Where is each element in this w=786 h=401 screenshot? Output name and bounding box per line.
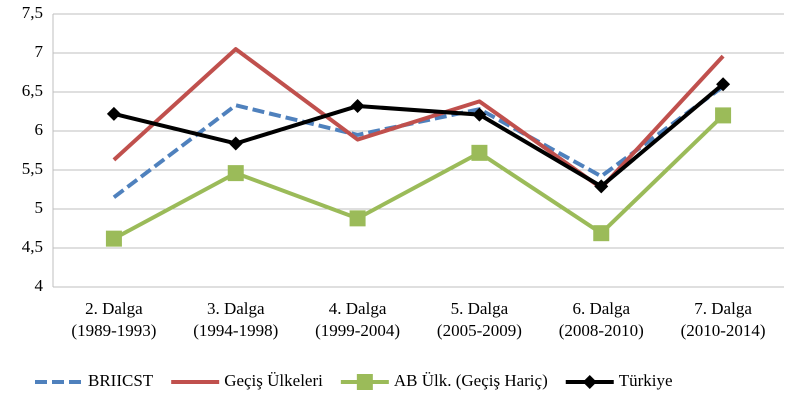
x-tick-label: 3. Dalga (1994-1998) <box>193 299 278 340</box>
point-marker <box>472 107 487 122</box>
point-marker <box>594 179 609 194</box>
y-tick-label: 7 <box>35 42 44 61</box>
point-marker <box>105 230 122 247</box>
x-tick-label: 4. Dalga (1999-2004) <box>315 299 400 340</box>
x-tick-label: 6. Dalga (2008-2010) <box>559 299 644 340</box>
x-tick-label: 5. Dalga (2005-2009) <box>437 299 522 340</box>
series-line <box>112 47 725 190</box>
x-tick-label: 2. Dalga (1989-1993) <box>71 299 156 340</box>
y-tick-label: 6 <box>35 120 44 139</box>
point-marker <box>471 144 488 161</box>
y-tick-label: 4,5 <box>22 237 43 256</box>
point-marker <box>716 77 731 92</box>
y-tick-label: 7,5 <box>22 3 43 22</box>
point-marker <box>228 136 243 151</box>
point-marker <box>350 99 365 114</box>
point-marker <box>593 225 610 242</box>
y-tick-label: 6,5 <box>22 81 43 100</box>
point-marker <box>227 165 244 182</box>
series-line <box>112 84 725 199</box>
legend-marker <box>356 374 373 390</box>
legend-label: Geçiş Ülkeleri <box>224 371 323 390</box>
point-marker <box>715 107 732 124</box>
point-marker <box>106 106 121 121</box>
y-tick-label: 5,5 <box>22 159 43 178</box>
y-tick-label: 4 <box>35 276 44 295</box>
legend-label: BRIICST <box>88 371 154 390</box>
legend-label: Türkiye <box>619 371 673 390</box>
x-tick-label: 7. Dalga (2010-2014) <box>681 299 766 340</box>
point-marker <box>349 210 366 227</box>
y-tick-label: 5 <box>35 198 44 217</box>
series-line <box>112 113 725 241</box>
legend-label: AB Ülk. (Geçiş Hariç) <box>394 371 548 390</box>
series-line <box>113 82 725 189</box>
legend-marker <box>582 375 597 389</box>
